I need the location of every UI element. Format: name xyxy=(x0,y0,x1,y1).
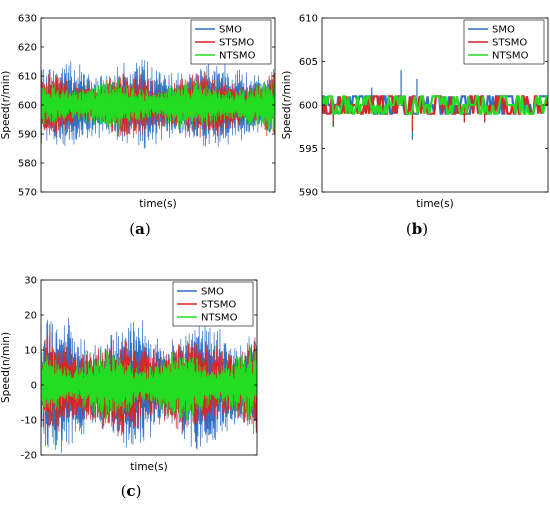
x-axis-label: time(s) xyxy=(416,198,453,210)
y-tick-label: 620 xyxy=(18,43,37,54)
y-tick-label: 0 xyxy=(31,381,37,392)
chart-panel-b: 590 595 600 605 610 time(s) Speed(r/min) SMO STS… xyxy=(281,14,549,238)
legend: SMO STSMO NTSMO xyxy=(190,19,272,65)
y-axis-label: Speed(r/min) xyxy=(0,71,12,140)
x-axis-label: time(s) xyxy=(139,198,176,210)
legend-label-stsmo: STSMO xyxy=(492,38,527,49)
y-axis-label: Speed(r/min) xyxy=(281,71,293,140)
y-tick-label: 590 xyxy=(18,130,37,141)
series-line-ntsmo xyxy=(41,79,275,132)
y-tick-label: -20 xyxy=(21,451,37,462)
series-group xyxy=(322,70,548,140)
series-line-ntsmo xyxy=(41,345,257,428)
legend-label-stsmo: STSMO xyxy=(219,38,254,49)
y-tick-label: 595 xyxy=(299,144,318,155)
y-tick-label: -10 xyxy=(21,416,37,427)
y-tick-label: 580 xyxy=(18,159,37,170)
series-group xyxy=(41,59,275,149)
legend-label-stsmo: STSMO xyxy=(201,300,236,311)
y-tick-label: 600 xyxy=(299,101,318,112)
series-group xyxy=(41,317,257,453)
chart-panel-c: -20 -10 0 10 20 30 time(s) Speed(n/min) SMO STSMO… xyxy=(0,276,258,500)
y-tick-label: 630 xyxy=(18,14,37,25)
y-tick-label: 610 xyxy=(299,14,318,25)
chart-panel-a: 570 580 590 600 610 620 630 time(s) Speed(r/min)… xyxy=(0,14,276,238)
y-tick-label: 600 xyxy=(18,101,37,112)
series-line-ntsmo xyxy=(322,95,548,115)
panel-caption: (c) xyxy=(121,482,142,500)
y-tick-label: 30 xyxy=(24,276,37,287)
y-tick-label: 20 xyxy=(24,311,37,322)
y-tick-label: 10 xyxy=(24,346,37,357)
legend: SMO STSMO NTSMO xyxy=(463,19,545,65)
legend-label-smo: SMO xyxy=(201,287,224,298)
legend-label-smo: SMO xyxy=(492,25,515,36)
y-tick-label: 605 xyxy=(299,57,318,68)
y-axis-label: Speed(n/min) xyxy=(0,332,12,403)
plot-frame xyxy=(40,279,258,456)
legend-label-ntsmo: NTSMO xyxy=(492,51,529,62)
legend-label-smo: SMO xyxy=(219,25,242,36)
legend: SMO STSMO NTSMO xyxy=(172,281,254,327)
y-tick-label: 590 xyxy=(299,188,318,199)
x-axis-label: time(s) xyxy=(130,461,167,473)
y-tick-label: 570 xyxy=(18,188,37,199)
legend-label-ntsmo: NTSMO xyxy=(201,313,238,324)
panel-caption: (b) xyxy=(406,220,428,238)
y-tick-label: 610 xyxy=(18,72,37,83)
panel-caption: (a) xyxy=(129,220,150,238)
legend-label-ntsmo: NTSMO xyxy=(219,51,256,62)
